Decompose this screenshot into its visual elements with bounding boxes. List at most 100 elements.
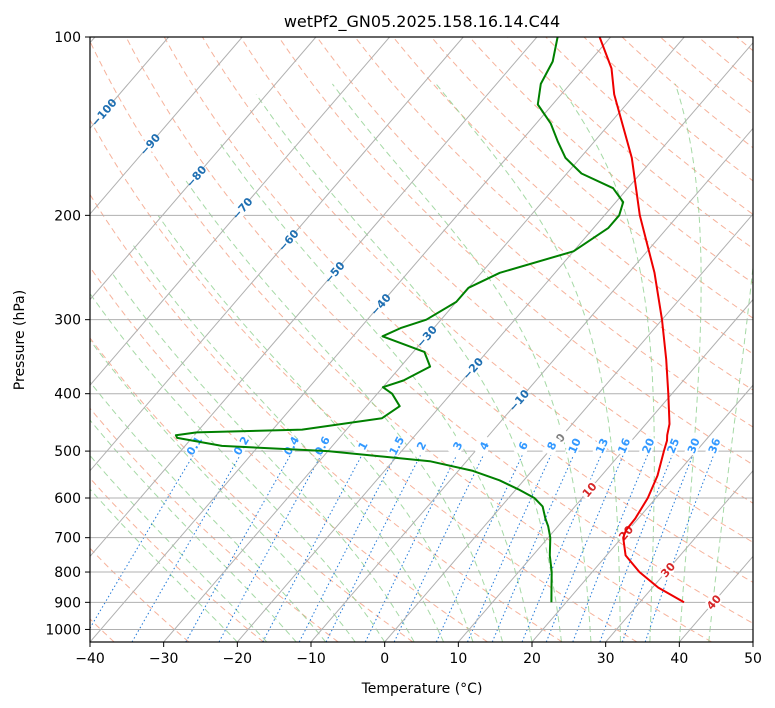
x-tick-label: 10 [449,651,467,667]
dry-adiabat-line [90,118,638,642]
y-axis: 100 200 300 400 500 600 700 800 900 1000 [45,30,90,638]
isotherm-label-bg [185,165,207,188]
mixing-ratio-label-bg [386,434,406,457]
x-tick-label: −10 [296,651,326,667]
y-tick-label: 500 [54,444,81,460]
isotherm-label-bg [508,389,530,412]
mixing-ratio-label-bg [448,434,467,457]
dry-adiabat-line [736,37,753,52]
mixing-ratio-label: 25 [664,436,682,455]
mixing-ratio-line [325,450,424,642]
isotherm-line [90,37,243,215]
mixing-ratio-line [218,450,324,642]
dry-adiabat-line [392,37,753,355]
x-tick-label: 0 [380,651,389,667]
isotherm-line [678,555,753,642]
dry-adiabat-line [90,477,264,642]
mixing-ratio-label: 0.6 [312,434,333,458]
x-tick-label: −20 [223,651,253,667]
mixing-ratio-line [621,450,695,642]
isotherm-label: −10 [506,387,532,414]
mixing-ratio-line [491,450,576,642]
y-tick-label: 700 [54,531,81,547]
moist-adiabat-line [435,83,621,642]
plot-area: −100−90−80−70−60−50−40−30−20−10010203040… [89,37,753,642]
x-axis-title: Temperature (°C) [361,681,483,697]
moist-adiabat-line [111,272,415,642]
mixing-ratio-line [599,450,675,642]
isotherm-label-bg [370,293,391,316]
moist-adiabat-line [90,419,297,642]
moist-adiabat-line [557,83,655,642]
dewpoint-line [174,37,625,603]
mixing-ratio-label-bg [281,434,301,457]
isotherm-line [90,37,611,642]
moist-adiabat-line [90,292,386,642]
isotherm-label: −60 [276,227,302,254]
isotherm-line [310,127,753,642]
dry-adiabat-line [201,37,753,543]
isotherm-label-bg [703,591,725,613]
isotherm-label: −20 [460,355,486,382]
chart-title: wetPf2_GN05.2025.158.16.14.C44 [284,12,560,32]
y-tick-label: 200 [54,208,81,224]
dry-adiabat-line [545,37,753,215]
mixing-ratio-labels: 0.1 0.2 0.4 0.6 1 1.5 2 3 4 6 8 10 13 16 20 25 30 36 [184,434,724,458]
dry-adiabat-line [90,337,414,642]
moist-adiabat-line [255,94,562,642]
isotherm-line [384,213,753,642]
dry-adiabat-line [163,37,753,583]
dry-adiabat-line [90,266,488,642]
mixing-ratio-label-bg [663,435,682,457]
mixing-ratio-label: 30 [685,436,703,455]
isotherm-label-bg [416,325,438,348]
mixing-ratio-label-bg [592,435,611,457]
isotherm-label: −100 [89,96,120,129]
mixing-ratio-label: 36 [706,436,724,455]
mixing-ratio-label: 0.1 [184,434,205,457]
x-tick-label: −40 [75,651,105,667]
y-tick-label: 300 [54,313,81,329]
isotherm-line [90,37,317,301]
y-tick-label: 1000 [45,622,81,638]
profile-lines [174,37,685,604]
mixing-ratio-label-bg [614,435,633,457]
isotherm-label-bg [93,101,115,123]
mixing-ratio-label-bg [184,434,204,457]
isotherm-label-bg [277,229,299,252]
moist-adiabat-line [90,454,268,642]
mixing-ratio-label: 13 [593,436,611,455]
mixing-ratio-label-bg [705,435,724,457]
mixing-ratio-label-bg [542,434,561,457]
isotherm-label-bg [323,261,345,284]
x-tick-label: 50 [744,651,762,667]
mixing-ratio-label-bg [231,434,251,457]
dry-adiabat-line [507,37,753,250]
dry-adiabat-line [240,37,753,504]
isotherm-line [752,641,753,642]
moist-adiabat-line [133,245,445,642]
isotherm-line [457,298,753,642]
mixing-ratio-line [185,450,294,642]
dry-adiabat-line [90,547,190,642]
isotherm-line [90,37,538,558]
moist-adiabat-line [90,381,327,642]
y-tick-label: 100 [54,30,81,46]
mixing-ratio-label-bg [474,434,494,457]
isotherm-label-bg [578,479,600,501]
isotherm-grid [90,37,753,642]
isotherm-label: −30 [414,323,440,350]
mixing-ratio-lines [90,450,716,642]
isotherm-line [236,41,753,642]
dry-adiabat-line [469,37,753,284]
isotherm-label: −80 [184,163,210,190]
mixing-ratio-label-bg [684,435,703,457]
mixing-ratio-label: 10 [566,436,584,456]
dry-adiabat-line [431,37,753,319]
dry-adiabat-line [90,40,712,642]
x-axis: −40 −30 −20 −10 0 10 20 30 40 50 [75,642,762,667]
isotherm-line [90,37,464,472]
isotherm-label: −40 [368,291,394,318]
dry-adiabat-line [90,193,563,642]
